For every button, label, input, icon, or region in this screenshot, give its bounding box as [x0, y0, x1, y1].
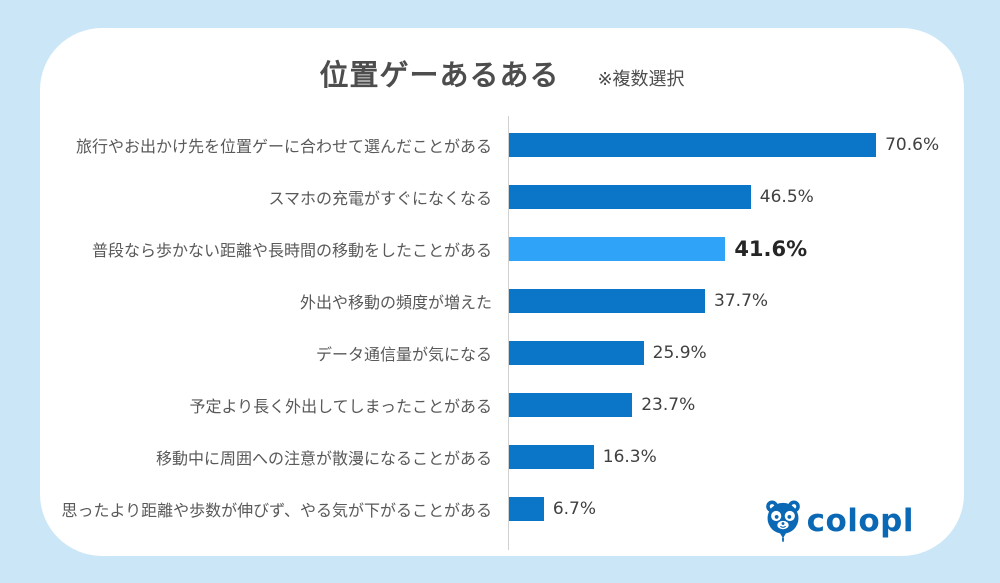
colopl-balloon-bear-icon — [765, 500, 800, 542]
bar — [509, 341, 644, 365]
category-label: データ通信量が気になる — [315, 345, 492, 364]
bar-track: 25.9% — [509, 341, 707, 365]
value-label: 46.5% — [759, 187, 814, 207]
category-label: 外出や移動の頻度が増えた — [299, 293, 492, 312]
category-label: スマホの充電がすぐになくなる — [268, 189, 492, 208]
category-label: 思ったより距離や歩数が伸びず、やる気が下がることがある — [61, 501, 492, 520]
bar-chart: 旅行やお出かけ先を位置ゲーに合わせて選んだことがある 70.6% スマホの充電がすぐ… — [40, 116, 964, 550]
chart-row: データ通信量が気になる 25.9% — [316, 327, 939, 379]
colopl-logo-text: colopl — [806, 503, 914, 539]
chart-row: 思ったより距離や歩数が伸びず、やる気が下がることがある 6.7% — [61, 483, 939, 535]
bar — [509, 237, 726, 261]
category-label: 旅行やお出かけ先を位置ゲーに合わせて選んだことがある — [75, 137, 492, 156]
bar — [509, 289, 706, 313]
bar-track: 23.7% — [509, 393, 695, 417]
bar-track: 46.5% — [509, 185, 814, 209]
value-label: 70.6% — [885, 135, 940, 155]
category-label: 予定より長く外出してしまったことがある — [189, 397, 492, 416]
bar — [509, 393, 633, 417]
colopl-logo: colopl — [763, 498, 914, 544]
value-label: 6.7% — [552, 499, 597, 519]
chart-row: 旅行やお出かけ先を位置ゲーに合わせて選んだことがある 70.6% — [76, 119, 939, 171]
bar-track: 41.6% — [509, 237, 807, 261]
chart-row: スマホの充電がすぐになくなる 46.5% — [268, 171, 939, 223]
bar-track: 70.6% — [509, 133, 939, 157]
chart-row: 予定より長く外出してしまったことがある 23.7% — [189, 379, 939, 431]
bar-track: 6.7% — [509, 497, 596, 521]
bar-track: 37.7% — [509, 289, 768, 313]
chart-row: 普段なら歩かない距離や長時間の移動をしたことがある 41.6% — [92, 223, 939, 275]
value-label: 37.7% — [714, 291, 769, 311]
chart-card: 位置ゲーあるある ※複数選択 旅行やお出かけ先を位置ゲーに合わせて選んだことがあ… — [40, 28, 964, 556]
bar-track: 16.3% — [509, 445, 657, 469]
value-label: 16.3% — [602, 447, 657, 467]
value-label: 41.6% — [734, 237, 808, 261]
bar-rows: 旅行やお出かけ先を位置ゲーに合わせて選んだことがある 70.6% スマホの充電がすぐ… — [61, 116, 939, 550]
category-label: 移動中に周囲への注意が散漫になることがある — [155, 449, 492, 468]
bar — [509, 133, 877, 157]
value-label: 23.7% — [641, 395, 696, 415]
bar — [509, 185, 751, 209]
chart-title: 位置ゲーあるある — [319, 58, 560, 92]
chart-header: 位置ゲーあるある ※複数選択 — [40, 52, 964, 94]
value-label: 25.9% — [652, 343, 707, 363]
bar — [509, 445, 594, 469]
bar — [509, 497, 544, 521]
chart-row: 移動中に周囲への注意が散漫になることがある 16.3% — [156, 431, 939, 483]
chart-row: 外出や移動の頻度が増えた 37.7% — [300, 275, 939, 327]
category-label: 普段なら歩かない距離や長時間の移動をしたことがある — [91, 241, 492, 260]
multiple-selection-note: ※複数選択 — [597, 69, 685, 90]
